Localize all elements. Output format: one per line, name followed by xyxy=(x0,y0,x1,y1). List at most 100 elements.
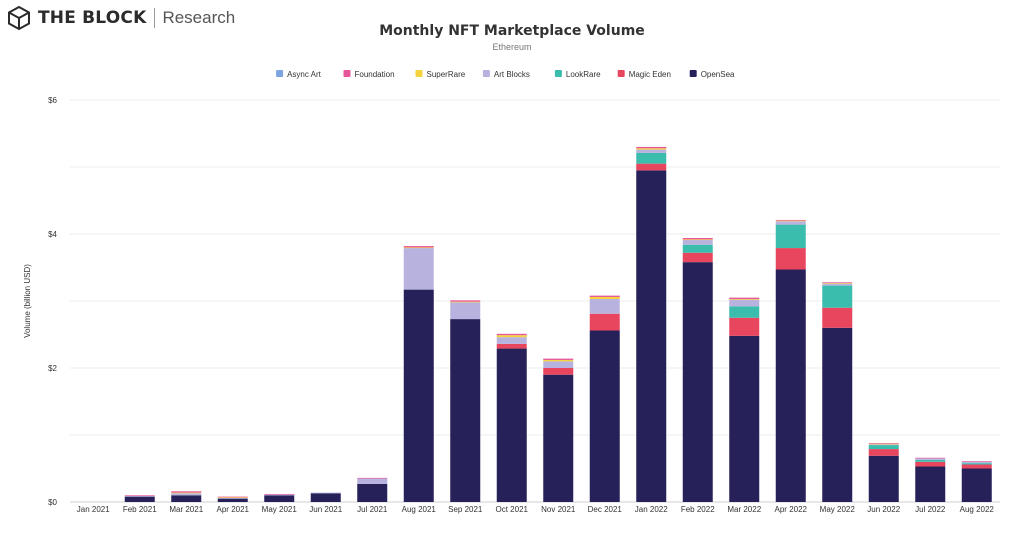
bar-segment-art-blocks xyxy=(403,248,434,290)
legend-label: Async Art xyxy=(287,70,322,79)
bar-segment-lookrare xyxy=(682,244,713,253)
bar-segment-art-blocks xyxy=(822,283,853,286)
bar-segment-superrare xyxy=(217,497,248,498)
bar-segment-art-blocks xyxy=(357,478,388,484)
bar-segment-art-blocks xyxy=(775,221,806,225)
bar-segment-opensea xyxy=(729,335,760,502)
legend-swatch xyxy=(617,70,625,77)
x-tick-label: Jul 2022 xyxy=(915,505,946,514)
bar-segment-foundation xyxy=(357,477,388,479)
x-tick-label: Jun 2021 xyxy=(309,505,342,514)
legend-swatch xyxy=(415,70,423,77)
bar-segment-art-blocks xyxy=(589,298,620,314)
x-tick-label: Dec 2021 xyxy=(588,505,623,514)
legend-label: Foundation xyxy=(355,70,395,79)
legend-swatch xyxy=(343,70,351,77)
bar-segment-foundation xyxy=(682,238,713,240)
bar-segment-superrare xyxy=(868,443,899,445)
bar-segment-foundation xyxy=(264,493,295,495)
x-tick-label: Apr 2021 xyxy=(217,505,250,514)
bar-segment-superrare xyxy=(450,301,481,303)
x-tick-label: Feb 2022 xyxy=(681,505,715,514)
brand-divider xyxy=(154,8,156,28)
bar-segment-foundation xyxy=(496,333,527,336)
bar-segment-superrare xyxy=(636,148,667,150)
bar-segment-foundation xyxy=(589,295,620,297)
bar-segment-opensea xyxy=(543,374,574,502)
bar-segment-opensea xyxy=(403,289,434,502)
x-tick-label: Jan 2021 xyxy=(77,505,110,514)
legend-label: Art Blocks xyxy=(494,70,530,79)
bar-segment-art-blocks xyxy=(264,494,295,496)
bar-segment-art-blocks xyxy=(636,149,667,153)
bar-segment-foundation xyxy=(961,461,992,462)
bar-segment-opensea xyxy=(171,495,202,502)
x-tick-label: Jul 2021 xyxy=(357,505,388,514)
bar-segment-opensea xyxy=(357,483,388,502)
bar-segment-opensea xyxy=(589,330,620,502)
x-tick-label: Jun 2022 xyxy=(867,505,900,514)
bar-segment-lookrare xyxy=(729,306,760,318)
bar-segment-magic-eden xyxy=(543,368,574,375)
bar-segment-art-blocks xyxy=(217,497,248,499)
legend-swatch xyxy=(554,70,562,77)
bar-segment-superrare xyxy=(822,282,853,284)
bar-segment-art-blocks xyxy=(310,492,341,494)
bar-segment-lookrare xyxy=(775,224,806,249)
bar-segment-superrare xyxy=(543,359,574,362)
bar-segment-opensea xyxy=(775,269,806,502)
bar-segment-opensea xyxy=(496,348,527,502)
bar-segment-superrare xyxy=(496,335,527,338)
bar-segment-lookrare xyxy=(636,152,667,164)
bar-segment-art-blocks xyxy=(961,461,992,464)
legend-label: OpenSea xyxy=(701,70,735,79)
bar-segment-superrare xyxy=(403,247,434,249)
bar-segment-foundation xyxy=(636,146,667,149)
bar-segment-art-blocks xyxy=(868,444,899,446)
y-tick-label: $0 xyxy=(48,498,57,507)
bar-segment-foundation xyxy=(403,246,434,248)
bar-segment-foundation xyxy=(171,491,202,493)
bar-segment-foundation xyxy=(868,443,899,444)
bar-segment-opensea xyxy=(822,327,853,502)
bar-segment-superrare xyxy=(589,296,620,299)
brand-logo: THE BLOCK Research xyxy=(8,6,235,30)
bar-segment-superrare xyxy=(682,239,713,241)
legend-label: Magic Eden xyxy=(629,70,671,79)
bar-segment-foundation xyxy=(775,219,806,221)
bar-segment-foundation xyxy=(729,297,760,299)
x-tick-label: May 2021 xyxy=(262,505,298,514)
bar-segment-opensea xyxy=(450,319,481,502)
bar-segment-magic-eden xyxy=(589,313,620,331)
bar-segment-opensea xyxy=(961,468,992,502)
bar-segment-lookrare xyxy=(961,463,992,465)
bar-segment-magic-eden xyxy=(729,317,760,336)
x-axis: Jan 2021 Feb 2021 Mar 2021 Apr 2021 May 2021… xyxy=(77,505,995,514)
bar-segment-opensea xyxy=(124,496,155,502)
legend-swatch xyxy=(276,70,284,77)
bar-segment-foundation xyxy=(915,457,946,459)
legend: Async Art Foundation SuperRare Art Blocks Lo… xyxy=(276,70,735,79)
legend-label: SuperRare xyxy=(427,70,466,79)
bar-segment-magic-eden xyxy=(961,464,992,469)
bar-segment-art-blocks xyxy=(450,302,481,320)
x-tick-label: Aug 2021 xyxy=(402,505,437,514)
y-tick-label: $6 xyxy=(48,96,57,105)
x-tick-label: Oct 2021 xyxy=(496,505,529,514)
chart-subtitle: Ethereum xyxy=(492,42,532,52)
bar-segment-foundation xyxy=(822,282,853,283)
brand-name: THE BLOCK xyxy=(38,8,147,28)
bar-segment-lookrare xyxy=(868,445,899,450)
bar-segment-magic-eden xyxy=(868,449,899,456)
legend-swatch xyxy=(689,70,697,77)
bar-segment-magic-eden xyxy=(915,461,946,467)
bar-segment-superrare xyxy=(729,298,760,300)
legend-label: LookRare xyxy=(566,70,601,79)
bar-segment-art-blocks xyxy=(915,458,946,460)
x-tick-label: Feb 2021 xyxy=(123,505,157,514)
y-tick-label: $2 xyxy=(48,364,57,373)
bar-segment-opensea xyxy=(310,493,341,502)
bar-segment-lookrare xyxy=(822,285,853,308)
bar-segment-art-blocks xyxy=(543,361,574,368)
